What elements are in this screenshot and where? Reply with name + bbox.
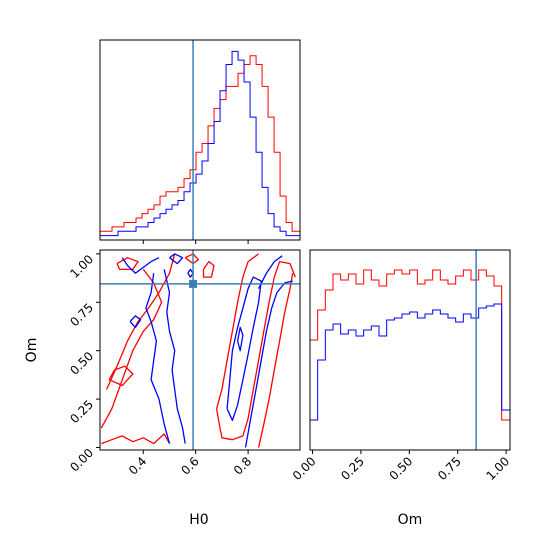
- contour-series_a-6: [202, 260, 215, 278]
- contour-series_a-3: [108, 365, 134, 387]
- x-tick-label-om-4: 1.00: [483, 454, 512, 483]
- x-axis-ticks-h0: 0.4 0.6 0.8: [126, 450, 254, 478]
- y-tick-label-om-3: 0.75: [67, 300, 96, 329]
- x-axis-label-h0: H0: [189, 512, 208, 528]
- contour-series_b-14: [169, 253, 184, 265]
- panel-hist-om: 0.00 0.25 0.50 0.75 1.00 Om: [290, 249, 512, 528]
- x-tick-label-h0-0: 0.4: [126, 454, 149, 477]
- contour-series_a-4: [116, 257, 139, 271]
- contour-series_b-19: [258, 255, 283, 289]
- x-axis-label-om: Om: [398, 512, 423, 528]
- panel-frame-2d: [99, 249, 301, 451]
- contour-series_a-0: [100, 269, 163, 429]
- x-tick-label-om-0: 0.00: [290, 454, 319, 483]
- contour-series_b-11: [145, 273, 171, 444]
- contour-series_b-17: [236, 326, 244, 352]
- y-axis-ticks-om: 0.00 0.25 0.50 0.75 1.00: [67, 252, 100, 474]
- x-tick-label-h0-2: 0.8: [231, 454, 254, 477]
- y-tick-label-om-2: 0.50: [67, 349, 96, 378]
- x-tick-label-om-2: 0.50: [387, 454, 416, 483]
- contour-series_b-12: [163, 269, 186, 444]
- y-tick-label-om-1: 0.25: [67, 397, 96, 426]
- hist-h0-series_b: [99, 50, 301, 240]
- contour-layer: [100, 253, 296, 448]
- contour-series_a-5: [184, 253, 199, 265]
- contour-series_a-2: [101, 433, 171, 445]
- x-axis-ticks-om: 0.00 0.25 0.50 0.75 1.00: [290, 450, 512, 483]
- contour-series_a-8: [215, 253, 259, 409]
- hist-om-series_b: [309, 303, 511, 450]
- contour-series_b-13: [129, 315, 142, 329]
- hist-h0-layer: [99, 50, 301, 240]
- contour-series_a-9: [257, 273, 294, 448]
- hist-om-series_a: [309, 269, 511, 450]
- x-tick-label-om-1: 0.25: [338, 454, 367, 483]
- y-axis-label-om: Om: [24, 338, 40, 363]
- panel-frame-hist-om: [309, 249, 511, 451]
- contour-series_b-10: [121, 257, 160, 274]
- panel-frame-hist-h0: [99, 39, 301, 241]
- contour-series_a-7: [215, 260, 296, 441]
- y-tick-label-om-0: 0.00: [67, 446, 96, 475]
- x-tick-label-h0-1: 0.6: [178, 454, 201, 477]
- contour-series_b-16: [226, 276, 262, 422]
- y-tick-label-om-4: 1.00: [67, 252, 96, 281]
- panel-2d-contour: 0.4 0.6 0.8 0.00 0.25 0.50 0.75 1.00 H0 Om: [24, 249, 301, 528]
- hist-h0-series_a: [99, 55, 301, 240]
- truth-marker: [189, 279, 198, 288]
- hist-h0-ticks: [142, 240, 249, 244]
- x-tick-label-om-3: 0.75: [435, 454, 464, 483]
- hist-om-layer: [309, 269, 511, 450]
- panel-hist-h0: [99, 39, 301, 244]
- contour-series_a-1: [106, 253, 176, 390]
- contour-series_b-18: [244, 280, 293, 448]
